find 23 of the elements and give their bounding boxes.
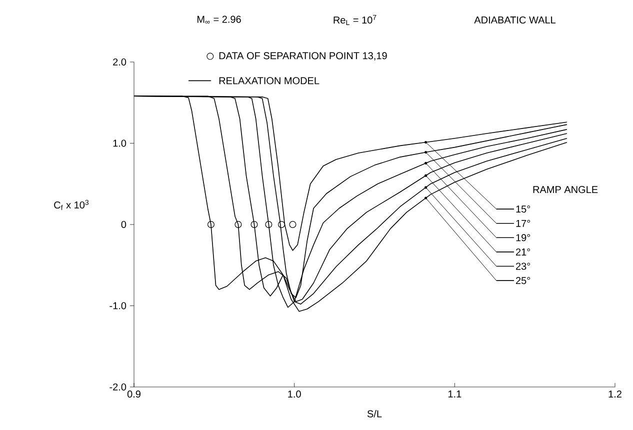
x-tick-label: 0.9 [127, 390, 140, 398]
chart-title: ADIABATIC WALL [474, 16, 556, 24]
x-tick-label: 1.1 [448, 390, 462, 398]
y-tick-label: 2.0 [113, 58, 126, 66]
x-tick-label: 1.2 [608, 390, 622, 398]
annotation: RELAXATION MODEL [219, 77, 320, 84]
text: M$_{∞}$ = 2.96 [197, 16, 241, 24]
x-axis-title: S/L [367, 410, 382, 418]
legend-label: 21° [516, 248, 530, 256]
y-tick-label: 0 [121, 220, 126, 228]
y-tick-label: -1.0 [110, 302, 126, 310]
legend-label: 17° [516, 220, 530, 227]
legend-label: 23° [516, 262, 530, 270]
y-axis-title: C$_{f}$ x 10$^{3}$ [54, 200, 89, 210]
y-tick-label: -2.0 [110, 383, 126, 391]
legend-label: 19° [516, 234, 530, 242]
x-tick-label: 1.0 [288, 390, 301, 398]
legend-title: RAMP ANGLE [533, 186, 598, 194]
legend-label: 25° [516, 277, 530, 284]
text: Re$_{L}$ = 10$^{7}$ [334, 15, 376, 25]
legend-label: DATA OF SEPARATION POINT 13,19 [219, 52, 387, 60]
legend-label: 15° [516, 206, 530, 213]
y-tick-label: 1.0 [113, 140, 126, 147]
